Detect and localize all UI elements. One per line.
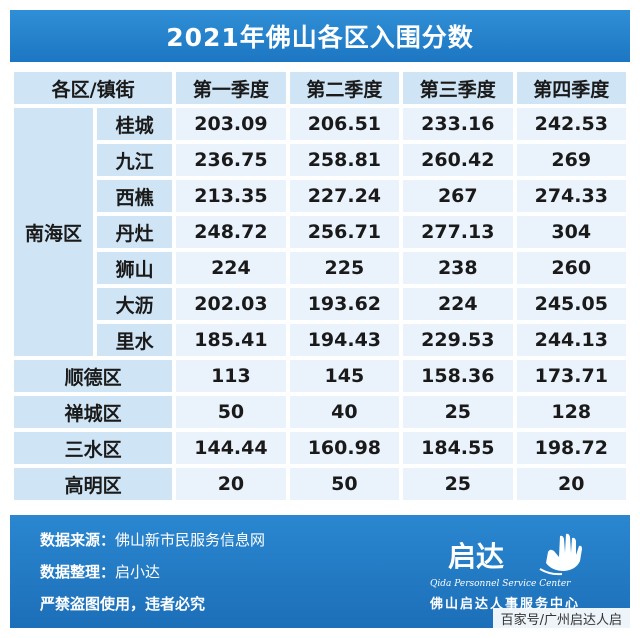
brand-name: 启达: [448, 540, 505, 573]
score-cell: 206.51: [289, 108, 400, 140]
district-cell: 顺德区: [14, 360, 173, 392]
score-cell: 113: [176, 360, 286, 392]
data-org-value: 启小达: [115, 563, 161, 581]
data-source-line: 数据来源：佛山新市民服务信息网: [40, 529, 265, 550]
table-row: 南海区 桂城 203.09 206.51 233.16 242.53: [14, 108, 626, 356]
score-cell: 213.35: [176, 180, 286, 212]
town-cell: 丹灶: [97, 216, 173, 248]
score-table: 各区/镇街 第一季度 第二季度 第三季度 第四季度 南海区 桂城 203.09 …: [10, 68, 630, 504]
score-cell: 256.71: [289, 216, 400, 248]
brand-english-name: Qida Personnel Service Center: [430, 579, 571, 589]
score-cell: 173.71: [516, 360, 626, 392]
score-card: 2021年佛山各区入围分数 各区/镇街 第一季度 第二季度 第三季度 第四季度 …: [10, 10, 630, 628]
score-cell: 50: [176, 396, 286, 428]
watermark-label: 百家号/广州启达人启: [492, 608, 630, 628]
score-cell: 145: [289, 360, 400, 392]
page-title: 2021年佛山各区入围分数: [10, 10, 630, 62]
table-row: 大沥 202.03 193.62 224 245.05: [14, 288, 626, 320]
score-cell: 260: [516, 252, 626, 284]
score-cell: 128: [516, 396, 626, 428]
score-cell: 236.75: [176, 144, 286, 176]
footer-banner: 数据来源：佛山新市民服务信息网 数据整理：启小达 严禁盗图使用，违者必究 启达 …: [10, 515, 630, 628]
data-source-key: 数据来源：: [40, 531, 116, 549]
district-cell: 高明区: [14, 468, 173, 500]
town-cell: 九江: [97, 144, 173, 176]
score-cell: 202.03: [176, 288, 286, 320]
score-cell: 198.72: [516, 432, 626, 464]
score-cell: 277.13: [403, 216, 513, 248]
score-cell: 20: [176, 468, 286, 500]
table-row: 西樵 213.35 227.24 267 274.33: [14, 180, 626, 212]
score-cell: 144.44: [176, 432, 286, 464]
score-cell: 242.53: [516, 108, 626, 140]
score-cell: 203.09: [176, 108, 286, 140]
header-q4: 第四季度: [516, 72, 626, 104]
score-cell: 25: [403, 396, 513, 428]
header-q2: 第二季度: [289, 72, 400, 104]
score-cell: 274.33: [516, 180, 626, 212]
score-cell: 233.16: [403, 108, 513, 140]
score-cell: 267: [403, 180, 513, 212]
copyright-notice: 严禁盗图使用，违者必究: [40, 595, 206, 613]
score-cell: 258.81: [289, 144, 400, 176]
region-nanhai: 南海区: [14, 108, 94, 356]
score-cell: 185.41: [176, 324, 286, 356]
score-cell: 224: [403, 288, 513, 320]
score-cell: 160.98: [289, 432, 400, 464]
town-cell: 里水: [97, 324, 173, 356]
score-cell: 50: [289, 468, 400, 500]
score-cell: 194.43: [289, 324, 400, 356]
score-cell: 25: [403, 468, 513, 500]
table-row: 九江 236.75 258.81 260.42 269: [14, 144, 626, 176]
table-header-row: 各区/镇街 第一季度 第二季度 第三季度 第四季度: [14, 72, 626, 104]
town-cell: 大沥: [97, 288, 173, 320]
score-cell: 184.55: [403, 432, 513, 464]
town-cell: 狮山: [97, 252, 173, 284]
score-cell: 229.53: [403, 324, 513, 356]
town-cell: 西樵: [97, 180, 173, 212]
table-row: 里水 185.41 194.43 229.53 244.13: [14, 324, 626, 356]
header-district: 各区/镇街: [14, 72, 173, 104]
district-cell: 禅城区: [14, 396, 173, 428]
data-org-key: 数据整理：: [40, 563, 116, 581]
score-cell: 238: [403, 252, 513, 284]
score-cell: 260.42: [403, 144, 513, 176]
data-org-line: 数据整理：启小达: [40, 561, 160, 582]
table-row: 三水区 144.44 160.98 184.55 198.72: [14, 432, 626, 464]
score-cell: 40: [289, 396, 400, 428]
score-cell: 248.72: [176, 216, 286, 248]
score-cell: 225: [289, 252, 400, 284]
score-cell: 158.36: [403, 360, 513, 392]
town-cell: 桂城: [97, 108, 173, 140]
score-cell: 245.05: [516, 288, 626, 320]
table-row: 禅城区 50 40 25 128: [14, 396, 626, 428]
header-q1: 第一季度: [176, 72, 286, 104]
score-cell: 20: [516, 468, 626, 500]
score-cell: 224: [176, 252, 286, 284]
table-row: 丹灶 248.72 256.71 277.13 304: [14, 216, 626, 248]
brand-logo: 启达 Qida Personnel Service Center 佛山启达人事服…: [430, 533, 600, 613]
district-cell: 三水区: [14, 432, 173, 464]
data-source-value: 佛山新市民服务信息网: [115, 531, 266, 549]
score-cell: 227.24: [289, 180, 400, 212]
table-row: 顺德区 113 145 158.36 173.71: [14, 360, 626, 392]
hand-icon: [539, 533, 582, 576]
score-cell: 269: [516, 144, 626, 176]
score-cell: 304: [516, 216, 626, 248]
score-cell: 193.62: [289, 288, 400, 320]
table-row: 狮山 224 225 238 260: [14, 252, 626, 284]
header-q3: 第三季度: [403, 72, 513, 104]
score-cell: 244.13: [516, 324, 626, 356]
table-row: 高明区 20 50 25 20: [14, 468, 626, 500]
